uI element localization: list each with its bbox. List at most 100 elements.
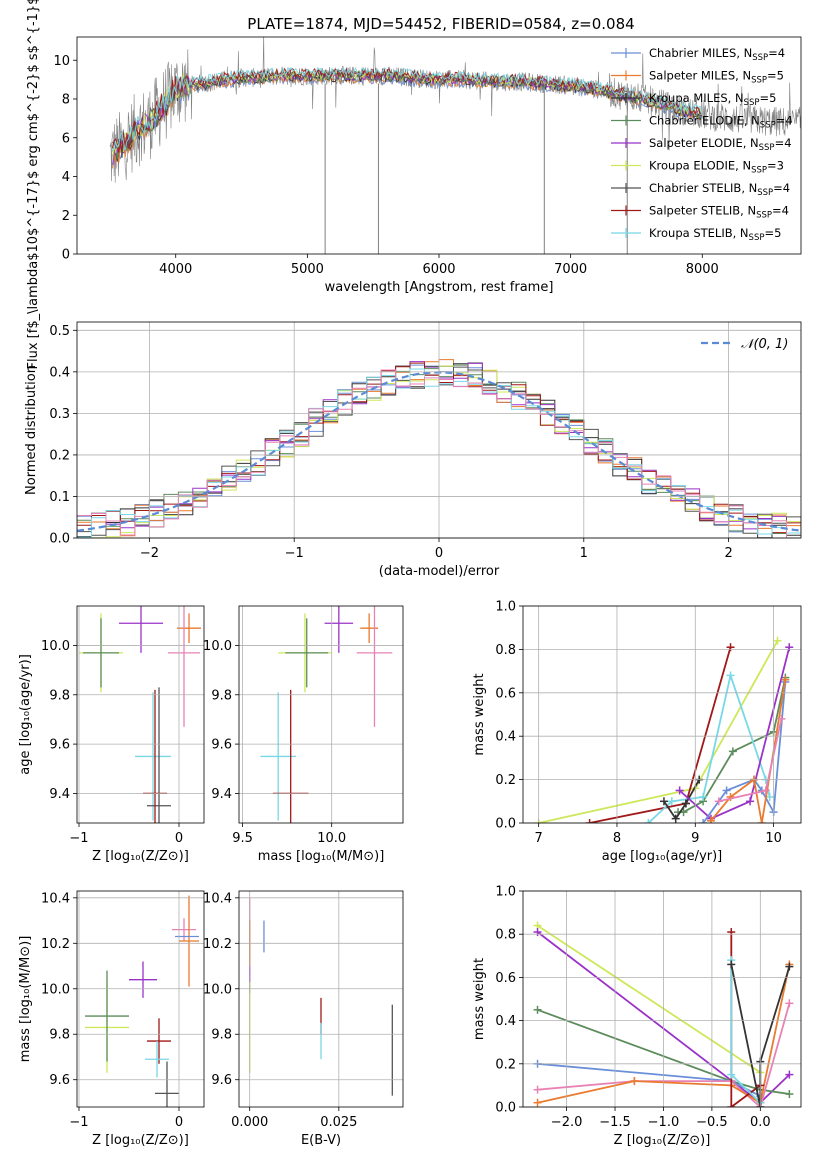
x-tick-label: −2	[140, 546, 159, 561]
x-axis-label: Z [log₁₀(Z/Z⊙)]	[614, 1133, 711, 1148]
plot-area	[534, 636, 794, 823]
legend-sub: SSP	[757, 188, 773, 198]
y-tick-label: 0.2	[495, 1057, 516, 1072]
y-tick-label: 10.2	[203, 937, 232, 952]
x-tick-label: −1	[69, 1115, 88, 1130]
weight-series-line	[537, 1008, 790, 1095]
x-tick-label: 8	[613, 831, 621, 846]
y-tick-label: 10.4	[203, 891, 232, 906]
legend-sub: SSP	[759, 143, 775, 153]
axes-frame	[238, 890, 404, 1108]
y-tick-label: 0.6	[495, 686, 516, 701]
y-tick-label: 0.2	[49, 448, 70, 463]
panel-Z-mass: −1 0 9.6 9.8 10.0 10.2 10.4 Z [log₁₀(Z/Z⊙)] mass…	[18, 890, 205, 1148]
y-tick-label: 0.0	[495, 1101, 516, 1116]
y-axis-label: Normed distribution	[24, 365, 39, 495]
x-tick-label: 9	[691, 831, 699, 846]
legend-label: Chabrier MILES, N	[649, 46, 752, 60]
x-tick-label: 7	[535, 831, 543, 846]
legend-suffix: =5	[759, 91, 776, 105]
model-spectrum-line	[112, 69, 703, 160]
plot-area	[249, 897, 393, 1096]
legend-entry: Kroupa ELODIE, NSSP=3	[649, 159, 784, 176]
x-axis-label: Z [log₁₀(Z/Z⊙)]	[92, 849, 189, 864]
legend-entry: Chabrier MILES, NSSP=4	[649, 46, 785, 63]
weight-series-line	[537, 1062, 761, 1097]
y-tick-label: 0.3	[49, 407, 70, 422]
y-tick-label: 2	[62, 209, 70, 224]
legend-entry: Kroupa MILES, NSSP=5	[649, 91, 776, 108]
axes-frame	[76, 36, 802, 255]
legend-entry: Chabrier ELODIE, NSSP=4	[649, 114, 793, 131]
y-tick-label: 9.8	[211, 688, 232, 703]
axes-frame	[522, 605, 802, 824]
y-tick-label: 10.2	[41, 937, 70, 952]
x-axis-label: mass [log₁₀(M/M⊙)]	[258, 849, 385, 864]
x-tick-label: −1.5	[599, 1115, 631, 1130]
legend-entry: Salpeter STELIB, NSSP=4	[649, 204, 789, 221]
y-tick-label: 8	[62, 93, 70, 108]
y-tick-label: 10.4	[41, 891, 70, 906]
x-tick-label: 10.0	[317, 831, 346, 846]
legend-suffix: =5	[767, 69, 784, 83]
legend-suffix: =4	[775, 136, 792, 150]
x-axis-label: wavelength [Angstrom, rest frame]	[325, 280, 554, 295]
x-axis-label: E(B-V)	[301, 1133, 341, 1148]
legend-label: Salpeter ELODIE, N	[649, 136, 759, 150]
x-tick-label: 2	[724, 546, 732, 561]
x-tick-label: 0	[175, 831, 183, 846]
x-tick-label: 8000	[686, 262, 719, 277]
legend-sub: SSP	[760, 121, 776, 131]
y-tick-label: 0.1	[49, 490, 70, 505]
x-tick-label: −1	[69, 831, 88, 846]
x-axis-label: (data-model)/error	[379, 564, 500, 579]
legend-entry: Salpeter MILES, NSSP=5	[649, 69, 784, 86]
y-tick-label: 1.0	[495, 600, 516, 615]
y-tick-label: 9.6	[49, 1073, 70, 1088]
axes-frame	[522, 890, 802, 1108]
x-tick-label: 0.0	[750, 1115, 771, 1130]
plot-area	[533, 921, 794, 1107]
legend-suffix: =4	[776, 114, 793, 128]
x-tick-label: 5000	[291, 262, 324, 277]
y-tick-label: 0.4	[49, 365, 70, 380]
x-tick-label: 4000	[159, 262, 192, 277]
y-axis-label: mass weight	[472, 958, 487, 1040]
axes-frame	[76, 890, 205, 1108]
x-tick-label: 1	[580, 546, 588, 561]
x-tick-label: −0.5	[696, 1115, 728, 1130]
weight-series-line	[730, 932, 761, 1107]
y-tick-label: 4	[62, 170, 70, 185]
y-tick-label: 0.6	[495, 971, 516, 986]
legend-suffix: =4	[768, 46, 785, 60]
y-tick-label: 10.0	[203, 982, 232, 997]
x-tick-label: −1	[285, 546, 304, 561]
axes-frame	[76, 605, 205, 824]
y-tick-label: 0.4	[495, 1014, 516, 1029]
legend-label: Chabrier STELIB, N	[649, 181, 757, 195]
x-axis-label: Z [log₁₀(Z/Z⊙)]	[92, 1133, 189, 1148]
y-tick-label: 9.6	[211, 738, 232, 753]
x-tick-label: 0	[175, 1115, 183, 1130]
x-tick-label: 6000	[422, 262, 455, 277]
y-tick-label: 9.6	[49, 738, 70, 753]
panel-residuals: −2 −1 0 1 2 0.0 0.1 0.2 0.3 0.4 0.5 (data-model)/er…	[24, 321, 802, 579]
plot-area	[79, 606, 201, 823]
y-tick-label: 1.0	[495, 885, 516, 900]
x-tick-label: 7000	[554, 262, 587, 277]
panel-Z-weight: −2.0 −1.5 −1.0 −0.5 0.0 0.0 0.2 0.4 0.6 0.8 1.0 Z […	[472, 885, 802, 1148]
y-tick-label: 9.8	[211, 1028, 232, 1043]
legend-sub: SSP	[751, 166, 767, 176]
legend-suffix: =4	[773, 181, 790, 195]
legend-label: Salpeter STELIB, N	[649, 204, 756, 218]
y-tick-label: 9.8	[49, 1028, 70, 1043]
y-tick-label: 0.0	[495, 817, 516, 832]
panel-age-weight: 7 8 9 10 0.0 0.2 0.4 0.6 0.8 1.0 age [log₁₀(age/yr…	[472, 600, 802, 864]
legend-suffix: =3	[767, 159, 784, 173]
legend-label: Chabrier ELODIE, N	[649, 114, 760, 128]
legend-entry: Salpeter ELODIE, NSSP=4	[649, 136, 792, 153]
legend-sub: SSP	[749, 233, 765, 243]
x-tick-label: 0	[435, 546, 443, 561]
y-tick-label: 0.8	[495, 643, 516, 658]
y-axis-label: age [log₁₀(age/yr)]	[18, 654, 33, 775]
